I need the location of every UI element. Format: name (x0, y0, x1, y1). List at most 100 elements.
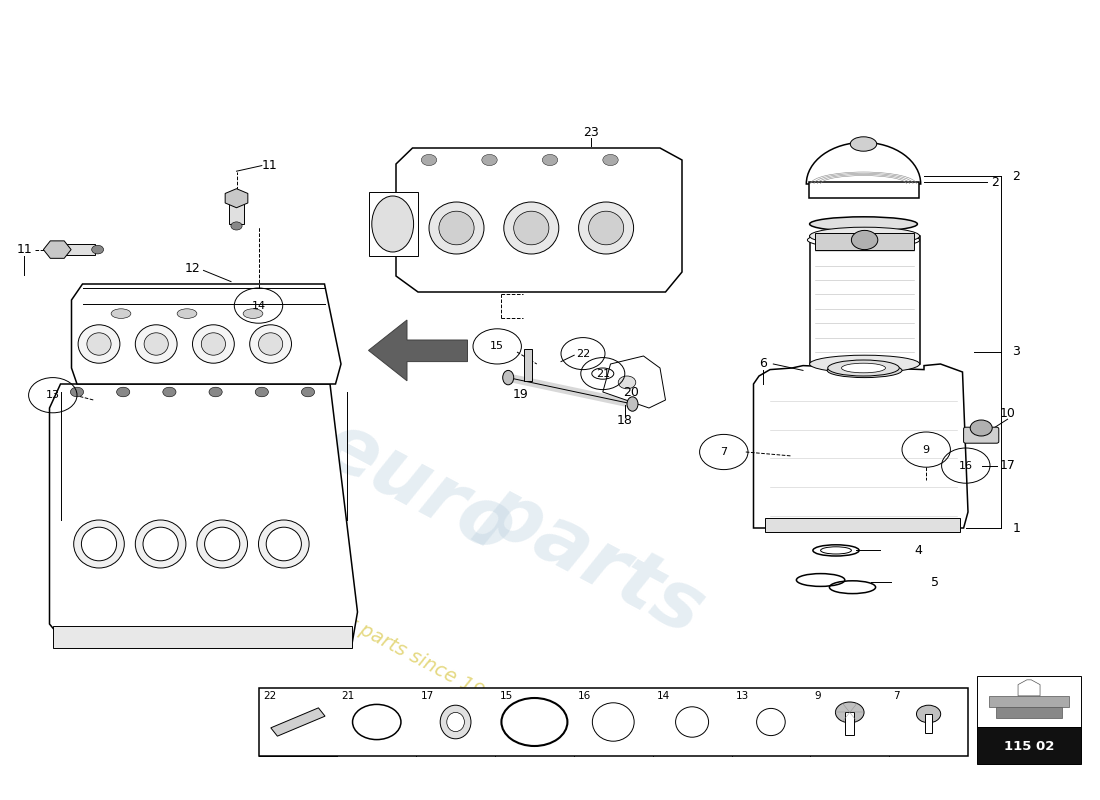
Text: 23: 23 (583, 126, 598, 138)
Bar (925, 714, 932, 733)
Ellipse shape (372, 196, 414, 252)
Text: 11: 11 (262, 159, 277, 172)
Text: 2: 2 (991, 176, 1000, 189)
Wedge shape (806, 142, 921, 184)
Text: 2: 2 (1012, 170, 1021, 182)
Text: 6: 6 (759, 358, 768, 370)
Ellipse shape (250, 325, 292, 363)
Ellipse shape (74, 520, 124, 568)
FancyBboxPatch shape (964, 427, 999, 443)
Text: 14: 14 (252, 301, 265, 310)
Bar (808, 182, 918, 198)
Circle shape (255, 387, 268, 397)
Bar (524, 349, 532, 381)
Text: 9: 9 (815, 691, 822, 701)
Bar (845, 712, 854, 734)
Ellipse shape (205, 527, 240, 561)
Ellipse shape (504, 202, 559, 254)
Circle shape (70, 387, 84, 397)
Bar (997, 707, 1062, 718)
Bar (258, 688, 968, 756)
Circle shape (209, 387, 222, 397)
Bar (53, 626, 352, 648)
Polygon shape (43, 241, 72, 258)
Text: a passion for parts since 1985: a passion for parts since 1985 (240, 558, 508, 714)
Ellipse shape (514, 211, 549, 245)
Ellipse shape (807, 232, 920, 248)
Circle shape (851, 230, 878, 250)
Circle shape (301, 387, 315, 397)
Polygon shape (50, 384, 358, 644)
Polygon shape (754, 364, 968, 528)
Circle shape (916, 706, 940, 723)
Circle shape (618, 376, 636, 389)
Ellipse shape (827, 363, 902, 378)
Text: 22: 22 (576, 349, 590, 358)
Text: 16: 16 (579, 691, 592, 701)
Text: euro: euro (308, 405, 528, 571)
Ellipse shape (842, 363, 886, 373)
Text: 18: 18 (617, 414, 632, 427)
Text: 12: 12 (185, 262, 200, 274)
Text: 21: 21 (596, 369, 609, 378)
Text: parts: parts (471, 470, 717, 650)
Bar (990, 696, 1068, 707)
Ellipse shape (810, 355, 920, 373)
Circle shape (542, 154, 558, 166)
Polygon shape (368, 320, 468, 381)
Polygon shape (226, 189, 248, 208)
Text: 13: 13 (736, 691, 749, 701)
Text: 9: 9 (923, 445, 930, 454)
Ellipse shape (87, 333, 111, 355)
Ellipse shape (258, 520, 309, 568)
Polygon shape (368, 192, 418, 256)
Ellipse shape (144, 333, 168, 355)
Circle shape (117, 387, 130, 397)
Ellipse shape (135, 325, 177, 363)
Bar (258, 688, 338, 756)
Ellipse shape (243, 309, 263, 318)
Ellipse shape (192, 325, 234, 363)
Polygon shape (229, 192, 244, 224)
Ellipse shape (627, 397, 638, 411)
Circle shape (835, 702, 865, 723)
Ellipse shape (78, 325, 120, 363)
Circle shape (231, 222, 242, 230)
Ellipse shape (258, 333, 283, 355)
Text: 19: 19 (513, 388, 528, 401)
Polygon shape (396, 148, 682, 292)
Bar (815, 233, 914, 250)
Circle shape (421, 154, 437, 166)
Text: 13: 13 (46, 390, 59, 400)
Circle shape (163, 387, 176, 397)
Ellipse shape (588, 211, 624, 245)
Ellipse shape (503, 370, 514, 385)
Ellipse shape (266, 527, 301, 561)
Ellipse shape (81, 527, 117, 561)
Ellipse shape (810, 227, 920, 245)
Ellipse shape (201, 333, 225, 355)
Bar (977, 676, 1081, 727)
Ellipse shape (850, 137, 877, 151)
Ellipse shape (197, 520, 248, 568)
Text: 15: 15 (499, 691, 513, 701)
Ellipse shape (810, 217, 917, 231)
Ellipse shape (143, 527, 178, 561)
Bar (810, 236, 920, 364)
Circle shape (91, 246, 103, 254)
Text: 15: 15 (491, 342, 504, 351)
Ellipse shape (135, 520, 186, 568)
Bar (977, 727, 1081, 764)
Ellipse shape (827, 360, 900, 376)
Text: 14: 14 (657, 691, 670, 701)
Circle shape (603, 154, 618, 166)
Ellipse shape (447, 712, 464, 731)
Text: 1: 1 (1012, 522, 1021, 534)
Text: 20: 20 (624, 386, 639, 398)
Ellipse shape (440, 706, 471, 739)
Text: 11: 11 (16, 243, 32, 256)
Text: 7: 7 (720, 447, 727, 457)
Polygon shape (72, 284, 341, 384)
Polygon shape (47, 244, 96, 255)
Polygon shape (603, 356, 666, 408)
